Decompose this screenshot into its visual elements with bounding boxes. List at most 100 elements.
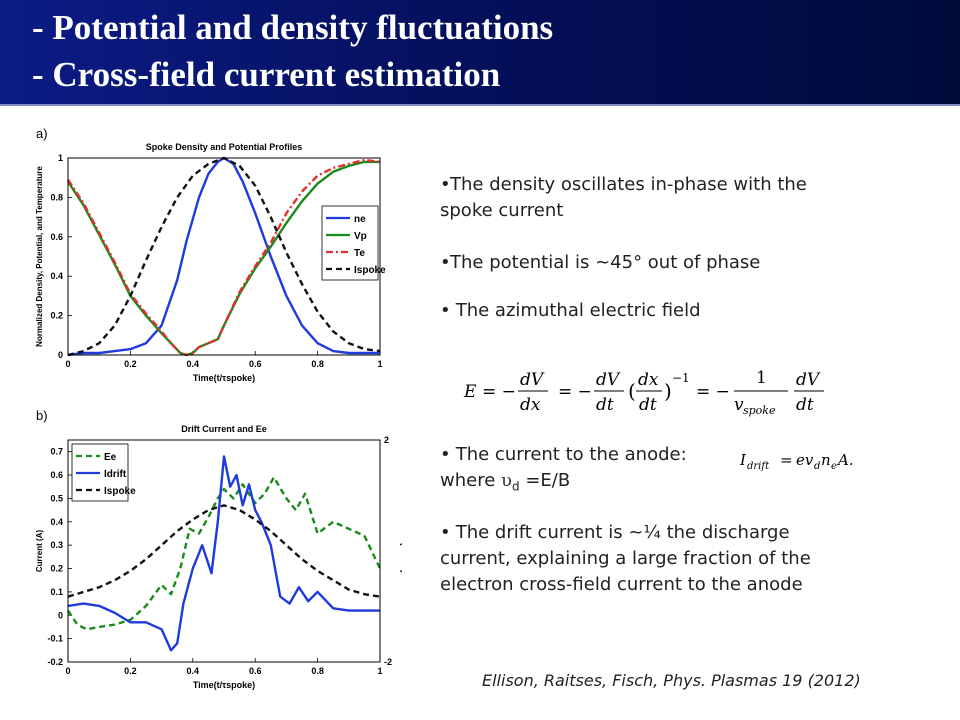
x-tick-label: 0: [65, 666, 70, 676]
y-axis-label: Current (A): [35, 530, 44, 573]
y-tick-label: 0.6: [50, 470, 63, 480]
x-tick-label: 0.8: [311, 666, 324, 676]
title-line-2: - Cross-field current estimation: [32, 55, 501, 94]
svg-text:dV: dV: [796, 370, 821, 390]
series-line-ee: [67, 476, 382, 631]
x-tick-label: 0.2: [124, 359, 137, 369]
y-tick-label: 0.6: [50, 232, 63, 242]
upsilon-subscript: d: [511, 479, 520, 494]
svg-text:dx: dx: [638, 370, 659, 390]
svg-text:v: v: [734, 395, 744, 415]
series-line-idrift: [67, 455, 380, 652]
y2-tick-label: 2: [384, 435, 389, 445]
svg-text:drift: drift: [747, 461, 770, 472]
bullet-where-prefix: where: [440, 470, 502, 491]
bullet-density-line1: The density oscillates in-phase with the: [450, 174, 807, 195]
x-tick-label: 1: [377, 359, 382, 369]
svg-text:): ): [664, 379, 672, 403]
svg-text:dt: dt: [796, 395, 814, 415]
panel-label: b): [36, 408, 48, 423]
x-axis-label: Time(t/τspoke): [193, 373, 255, 383]
bullet-anode-current: • The current to the anode: where υd =E/…: [440, 442, 900, 500]
y-tick-label: 0.3: [50, 540, 63, 550]
plot-frame: [67, 439, 381, 663]
legend-label: ne: [354, 214, 366, 225]
title-divider: [0, 104, 960, 106]
bullet-density: •The density oscillates in-phase with th…: [440, 172, 900, 224]
upsilon-symbol: υ: [501, 470, 512, 491]
svg-text:= −: = −: [558, 382, 592, 402]
title-banner: - Potential and density fluctuations - C…: [0, 0, 960, 104]
bullet-density-line2: spoke current: [440, 200, 564, 221]
bullet-anode-current-text: The current to the anode:: [455, 444, 687, 465]
citation: Ellison, Raitses, Fisch, Phys. Plasmas 1…: [482, 671, 861, 690]
panel-label: a): [36, 126, 48, 141]
series-line-ispoke: [67, 504, 381, 598]
y-tick-label: 0.8: [50, 192, 63, 202]
bullet-electric-field-text: The azimuthal electric field: [455, 300, 701, 321]
svg-text:I: I: [739, 451, 747, 469]
bullet-potential-text: The potential is ~45° out of phase: [450, 252, 761, 273]
svg-text:e: e: [831, 461, 837, 472]
legend-label: Idrift: [104, 469, 127, 480]
legend-label: Ispoke: [354, 265, 386, 276]
svg-text:ev: ev: [796, 451, 814, 469]
y-tick-label: 0.4: [50, 271, 63, 281]
y2-axis-label: Ee (V/mm): [400, 529, 402, 573]
legend-label: Vp: [354, 231, 367, 242]
svg-text:1: 1: [756, 368, 767, 388]
svg-text:n: n: [821, 451, 831, 469]
svg-text:A.: A.: [836, 451, 854, 469]
svg-text:dt: dt: [639, 395, 657, 415]
bullet-dot-icon: •: [440, 174, 451, 195]
x-tick-label: 0.2: [124, 666, 137, 676]
svg-text:−1: −1: [672, 371, 690, 385]
svg-text:dV: dV: [520, 370, 545, 390]
bullet-where-suffix: =E/B: [519, 470, 571, 491]
y-tick-label: 0.2: [50, 564, 63, 574]
y-tick-label: 0.4: [50, 517, 63, 527]
y-tick-label: 0.1: [50, 587, 63, 597]
series-line-ne: [67, 156, 380, 357]
svg-text:(: (: [628, 379, 636, 403]
svg-text:=: =: [780, 451, 793, 469]
svg-text:dt: dt: [596, 395, 614, 415]
plot-frame: [67, 157, 381, 356]
bullet-electric-field: • The azimuthal electric field: [440, 298, 900, 324]
x-axis-label: Time(t/τspoke): [193, 680, 255, 690]
x-tick-label: 0.6: [249, 666, 262, 676]
y-tick-label: -0.2: [47, 657, 63, 667]
bullet-drift-line2: current, explaining a large fraction of …: [440, 548, 811, 569]
y-axis-label: Normalized Density, Potential, and Tempe…: [35, 166, 44, 347]
svg-text:E: E: [463, 382, 477, 402]
y2-tick-label: -2: [384, 657, 392, 667]
x-tick-label: 0.4: [187, 359, 200, 369]
y-tick-label: 0: [58, 350, 63, 360]
chart-panel-b: b) Drift Current and Ee 0 0.2 0.4 0.6 0.8 1 -0.2…: [35, 408, 402, 690]
svg-text:spoke: spoke: [743, 404, 776, 417]
y-tick-label: -0.1: [47, 634, 63, 644]
svg-text:= −: = −: [482, 382, 516, 402]
bullet-dot-icon: •: [440, 300, 451, 321]
y-tick-label: 0.5: [50, 493, 63, 503]
chart-title: Drift Current and Ee: [181, 424, 267, 434]
bullet-dot-icon: •: [440, 522, 451, 543]
svg-text:= −: = −: [696, 382, 730, 402]
x-tick-label: 0.8: [311, 359, 324, 369]
y-tick-label: 0.2: [50, 311, 63, 321]
legend-label: Ispoke: [104, 486, 136, 497]
x-tick-label: 0: [65, 359, 70, 369]
bullet-drift-line3: electron cross-field current to the anod…: [440, 574, 803, 595]
bullet-drift-line1: The drift current is ~¼ the discharge: [455, 522, 790, 543]
chart-title: Spoke Density and Potential Profiles: [146, 142, 303, 152]
title-line-1: - Potential and density fluctuations: [32, 8, 554, 47]
svg-text:dx: dx: [520, 395, 541, 415]
bullet-drift-current: • The drift current is ~¼ the discharge …: [440, 520, 900, 598]
bullet-dot-icon: •: [440, 252, 451, 273]
legend-label: Ee: [104, 452, 117, 463]
svg-text:dV: dV: [596, 370, 621, 390]
